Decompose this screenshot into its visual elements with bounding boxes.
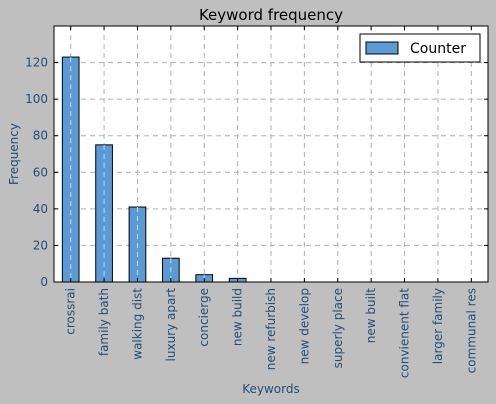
y-axis-label: Frequency <box>7 123 21 185</box>
y-tick-label: 60 <box>33 165 48 179</box>
y-tick-label: 20 <box>33 238 48 252</box>
y-tick-label: 0 <box>40 275 48 289</box>
legend-swatch <box>366 42 398 54</box>
x-tick-label: communal res <box>464 288 478 373</box>
x-tick-label: superly place <box>331 288 345 368</box>
x-tick-label: convienent flat <box>398 288 412 378</box>
x-axis-label: Keywords <box>242 382 300 396</box>
x-tick-label: family bath <box>97 288 111 356</box>
x-tick-label: walking dist <box>130 288 144 360</box>
x-tick-label: luxury apart <box>164 288 178 362</box>
y-tick-label: 80 <box>33 129 48 143</box>
legend-label: Counter <box>410 41 466 57</box>
y-tick-label: 120 <box>25 56 48 70</box>
x-tick-label: new built <box>364 288 378 344</box>
x-tick-label: concierge <box>197 288 211 347</box>
x-tick-label: larger family <box>431 288 445 364</box>
x-tick-label: new refurbish <box>264 288 278 370</box>
legend: Counter <box>360 34 480 62</box>
x-tick-label: new build <box>231 288 245 346</box>
y-tick-label: 100 <box>25 92 48 106</box>
x-tick-label: new develop <box>297 288 311 364</box>
y-tick-label: 40 <box>33 202 48 216</box>
chart-title: Keyword frequency <box>199 6 343 24</box>
x-tick-label: crossrai <box>64 288 78 335</box>
